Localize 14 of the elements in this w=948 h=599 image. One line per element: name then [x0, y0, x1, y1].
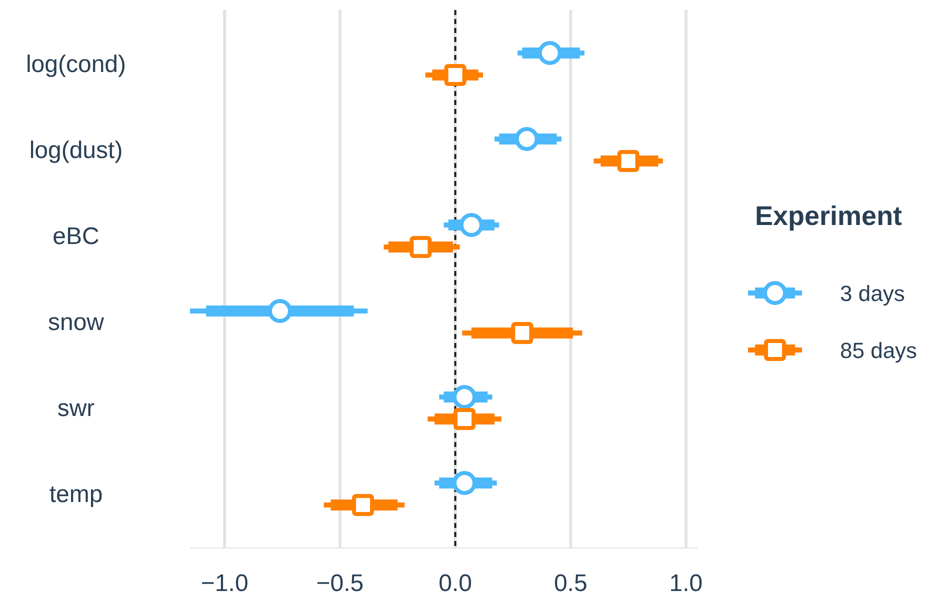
legend-label: 3 days: [840, 281, 905, 306]
legend-title: Experiment: [755, 201, 902, 231]
x-tick-label: 1.0: [669, 570, 703, 597]
y-tick-label: temp: [49, 481, 103, 508]
y-tick-label: log(dust): [29, 137, 123, 164]
x-tick-label: 0.5: [554, 570, 588, 597]
y-tick-label: snow: [48, 309, 105, 336]
x-tick-label: 0.0: [438, 570, 472, 597]
x-tick-label: −1.0: [200, 570, 248, 597]
legend-label: 85 days: [840, 338, 918, 363]
x-tick-label: −0.5: [316, 570, 364, 597]
y-tick-label: log(cond): [26, 51, 126, 78]
y-tick-label: eBC: [52, 223, 100, 250]
y-tick-label: swr: [57, 395, 95, 422]
